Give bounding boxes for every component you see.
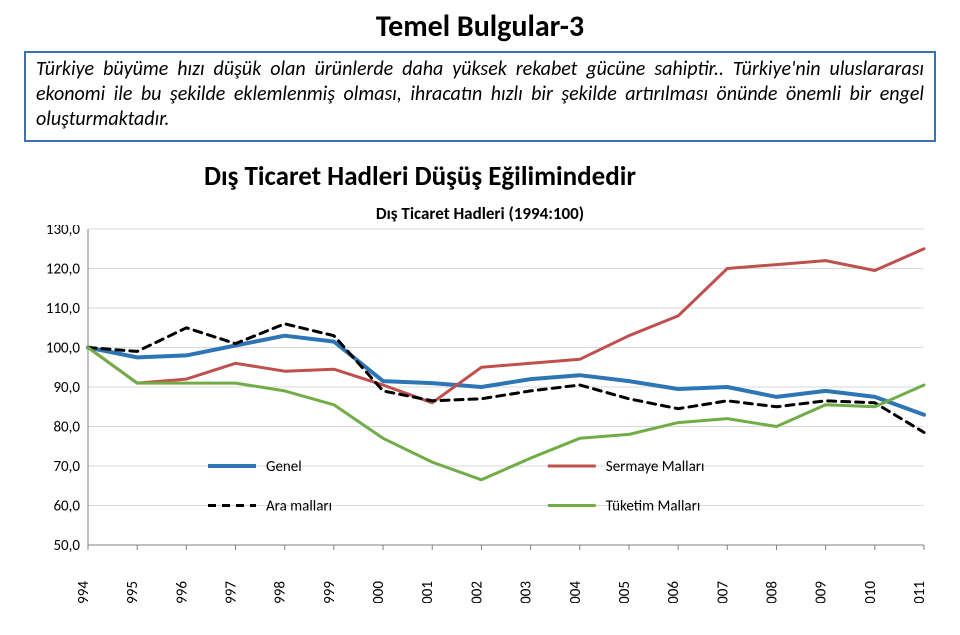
x-tick-label: 2009	[813, 581, 831, 603]
y-tick-label: 110,0	[46, 300, 81, 318]
x-tick-label: 2008	[763, 581, 781, 603]
legend-label: Genel	[266, 458, 302, 476]
x-tick-label: 2005	[616, 581, 634, 603]
legend-label: Ara malları	[266, 498, 332, 516]
legend-label: Tüketim Malları	[606, 498, 700, 516]
callout-box: Türkiye büyüme hızı düşük olan ürünlerde…	[24, 51, 936, 142]
x-tick-label: 2003	[518, 581, 536, 603]
x-tick-label: 1996	[173, 581, 191, 603]
x-tick-label: 1994	[75, 581, 93, 603]
x-tick-label: 2002	[468, 581, 486, 603]
x-tick-label: 2004	[567, 581, 585, 603]
chart: Dış Ticaret Hadleri (1994:100) 50,0 60,0 7…	[24, 203, 936, 603]
y-tick-label: 130,0	[46, 225, 81, 239]
chart-title: Dış Ticaret Hadleri (1994:100)	[24, 203, 936, 224]
x-tick-label: 2006	[665, 581, 683, 603]
x-tick-label: 1997	[223, 581, 241, 603]
legend-label: Sermaye Malları	[606, 458, 705, 476]
y-tick-label: 80,0	[53, 419, 80, 437]
x-tick-label: 2000	[370, 581, 388, 603]
page-title: Temel Bulgular-3	[24, 8, 936, 45]
y-tick-label: 60,0	[53, 498, 80, 516]
x-tick-label: 1998	[272, 581, 290, 603]
x-tick-label: 2001	[419, 581, 437, 603]
x-tick-label: 1999	[321, 581, 339, 603]
y-tick-label: 90,0	[53, 379, 80, 397]
chart-svg: 50,0 60,0 70,0 80,0 90,0 100,0 110,0 120,0 130,0…	[24, 225, 936, 603]
y-tick-label: 120,0	[46, 261, 81, 279]
x-tick-label: 2007	[714, 581, 732, 603]
x-tick-label: 2010	[862, 581, 880, 603]
x-tick-label: 2011	[911, 581, 929, 603]
x-tick-label: 1995	[124, 581, 142, 603]
y-tick-label: 70,0	[53, 458, 80, 476]
y-tick-label: 50,0	[53, 537, 80, 555]
series-line	[88, 348, 924, 480]
series-line	[88, 249, 924, 403]
y-tick-label: 100,0	[46, 340, 81, 358]
chart-section-title: Dış Ticaret Hadleri Düşüş Eğilimindedir	[204, 160, 936, 193]
